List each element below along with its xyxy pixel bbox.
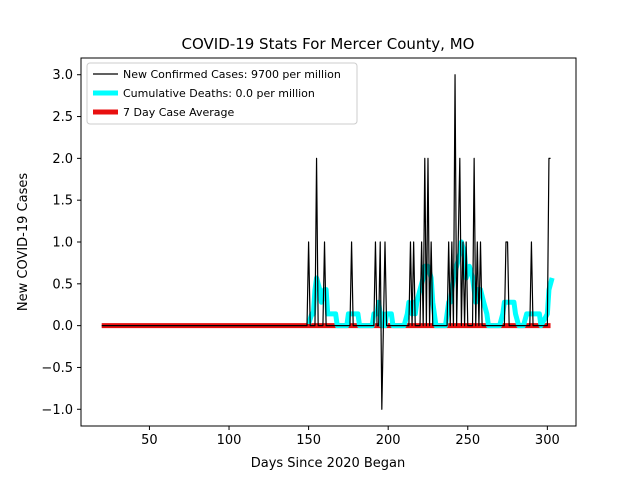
x-tick-label: 50 [141, 433, 158, 448]
legend: New Confirmed Cases: 9700 per million Cum… [86, 62, 358, 125]
x-tick-label: 250 [455, 433, 480, 448]
x-axis-ticks: 50 100 150 200 250 300 [141, 426, 560, 448]
legend-label-2: 7 Day Case Average [123, 106, 235, 119]
x-tick-label: 150 [296, 433, 321, 448]
y-tick-label: 1.0 [52, 236, 73, 251]
y-tick-label: 0.5 [52, 277, 73, 292]
y-tick-label: 2.0 [52, 152, 73, 167]
legend-box [86, 62, 358, 125]
x-tick-label: 200 [376, 433, 401, 448]
series-line-0 [101, 74, 551, 410]
x-tick-label: 100 [217, 433, 242, 448]
x-tick-label: 300 [535, 433, 560, 448]
legend-label-1: Cumulative Deaths: 0.0 per million [123, 87, 315, 100]
x-axis-label: Days Since 2020 Began [251, 456, 406, 471]
y-axis-ticks: −1.0 −0.5 0.0 0.5 1.0 1.5 2.0 2.5 3.0 [41, 68, 81, 418]
legend-label-0: New Confirmed Cases: 9700 per million [123, 68, 341, 81]
chart-title: COVID-19 Stats For Mercer County, MO [182, 35, 475, 53]
y-tick-label: 1.5 [52, 194, 73, 209]
y-tick-label: −1.0 [41, 403, 73, 418]
y-tick-label: 2.5 [52, 110, 73, 125]
y-tick-label: 3.0 [52, 68, 73, 83]
y-tick-label: 0.0 [52, 319, 73, 334]
y-tick-label: −0.5 [41, 361, 73, 376]
y-axis-label: New COVID-19 Cases [16, 173, 31, 311]
